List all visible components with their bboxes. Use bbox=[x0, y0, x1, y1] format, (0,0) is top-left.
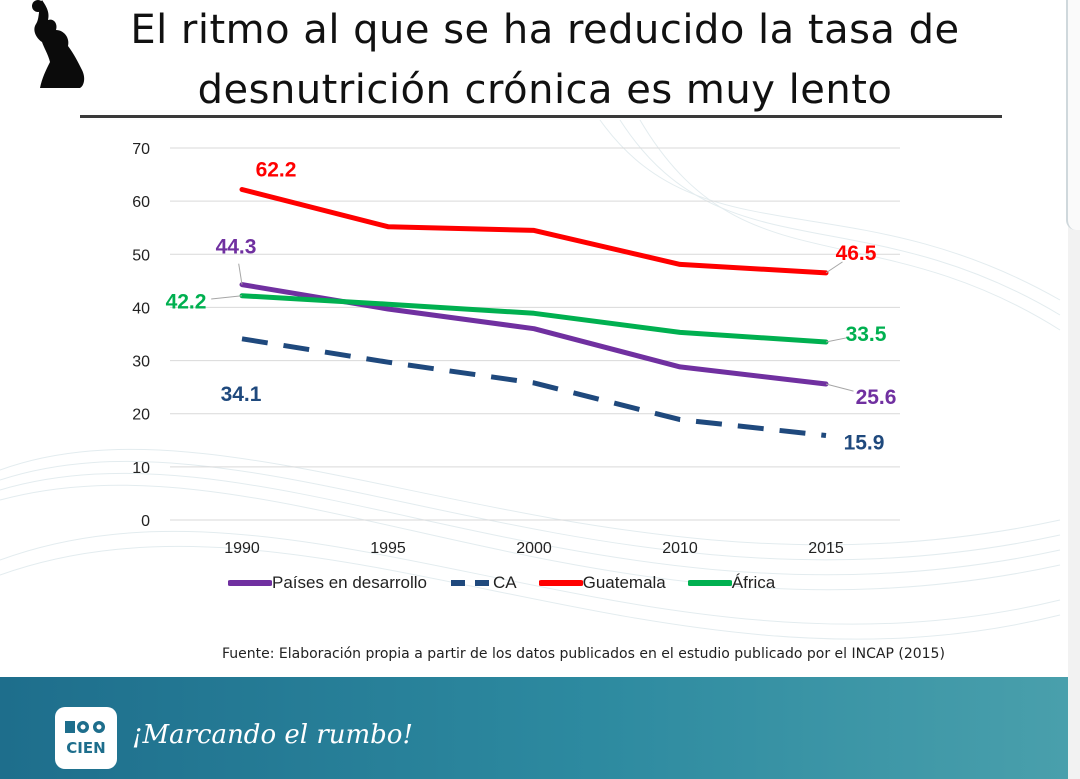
source-note: Fuente: Elaboración propia a partir de l… bbox=[222, 646, 945, 662]
legend-label-developing: Países en desarrollo bbox=[272, 573, 427, 592]
series-line-africa bbox=[239, 293, 829, 345]
label-leader-africa bbox=[211, 295, 243, 300]
x-tick-label: 1995 bbox=[370, 540, 406, 557]
legend-label-guatemala: Guatemala bbox=[582, 573, 666, 592]
legend-item-africa: África bbox=[687, 573, 776, 593]
legend-swatch-developing bbox=[228, 580, 272, 586]
data-label-guatemala: 46.5 bbox=[836, 242, 877, 265]
label-leader-developing bbox=[825, 383, 854, 392]
label-leader-developing bbox=[238, 263, 243, 285]
footer-band: CIEN ¡Marcando el rumbo! bbox=[0, 677, 1080, 779]
data-label-ca: 15.9 bbox=[844, 432, 885, 455]
label-leader-guatemala bbox=[825, 261, 843, 274]
right-edge-tab bbox=[1066, 0, 1080, 230]
data-label-developing: 44.3 bbox=[216, 236, 257, 259]
legend-label-ca: CA bbox=[492, 573, 517, 592]
y-tick-label: 50 bbox=[132, 247, 150, 264]
legend-item-developing: Países en desarrollo bbox=[228, 573, 427, 593]
x-axis-ticks: 1990 1995 2000 2010 2015 bbox=[224, 540, 844, 557]
chart-series bbox=[239, 187, 829, 438]
chart-grid bbox=[170, 147, 900, 521]
y-tick-label: 10 bbox=[132, 460, 150, 477]
data-label-developing: 25.6 bbox=[856, 386, 897, 409]
data-label-africa: 33.5 bbox=[846, 323, 887, 346]
y-tick-label: 70 bbox=[132, 141, 150, 158]
y-tick-label: 30 bbox=[132, 354, 150, 371]
cien-logo-mark-icon: CIEN bbox=[65, 721, 106, 757]
title-divider bbox=[80, 115, 1002, 118]
legend-swatch-ca bbox=[450, 580, 491, 586]
footer-tagline: ¡Marcando el rumbo! bbox=[132, 720, 413, 750]
x-tick-label: 1990 bbox=[224, 540, 260, 557]
data-labels: 44.3 25.6 34.1 15.9 62.2 46.5 42.2 33.5 bbox=[166, 158, 897, 454]
label-leader-africa bbox=[825, 337, 849, 343]
chart-legend: Países en desarrollo CA Guatemala África bbox=[228, 573, 797, 593]
data-label-africa: 42.2 bbox=[166, 291, 207, 314]
series-line-ca bbox=[241, 336, 827, 438]
x-tick-label: 2000 bbox=[516, 540, 552, 557]
legend-swatch-africa bbox=[687, 580, 732, 586]
cien-logo: CIEN bbox=[55, 707, 117, 769]
legend-swatch-guatemala bbox=[538, 580, 583, 586]
data-label-guatemala: 62.2 bbox=[256, 158, 297, 181]
y-tick-label: 20 bbox=[132, 407, 150, 424]
data-label-ca: 34.1 bbox=[221, 383, 262, 406]
y-axis-ticks: 0 10 20 30 40 50 60 70 bbox=[132, 141, 150, 530]
title-line-2: desnutrición crónica es muy lento bbox=[197, 67, 893, 113]
series-line-guatemala bbox=[239, 187, 829, 276]
legend-item-guatemala: Guatemala bbox=[538, 573, 666, 593]
page-title: El ritmo al que se ha reducido la tasa d… bbox=[95, 0, 995, 120]
y-tick-label: 0 bbox=[141, 513, 150, 530]
x-tick-label: 2015 bbox=[808, 540, 844, 557]
mother-child-silhouette-icon bbox=[32, 0, 85, 88]
x-tick-label: 2010 bbox=[662, 540, 698, 557]
legend-label-africa: África bbox=[731, 573, 776, 592]
y-tick-label: 60 bbox=[132, 194, 150, 211]
cien-logo-text: CIEN bbox=[66, 739, 105, 757]
legend-item-ca: CA bbox=[449, 573, 517, 593]
y-tick-label: 40 bbox=[132, 300, 150, 317]
title-line-1: El ritmo al que se ha reducido la tasa d… bbox=[130, 7, 960, 53]
